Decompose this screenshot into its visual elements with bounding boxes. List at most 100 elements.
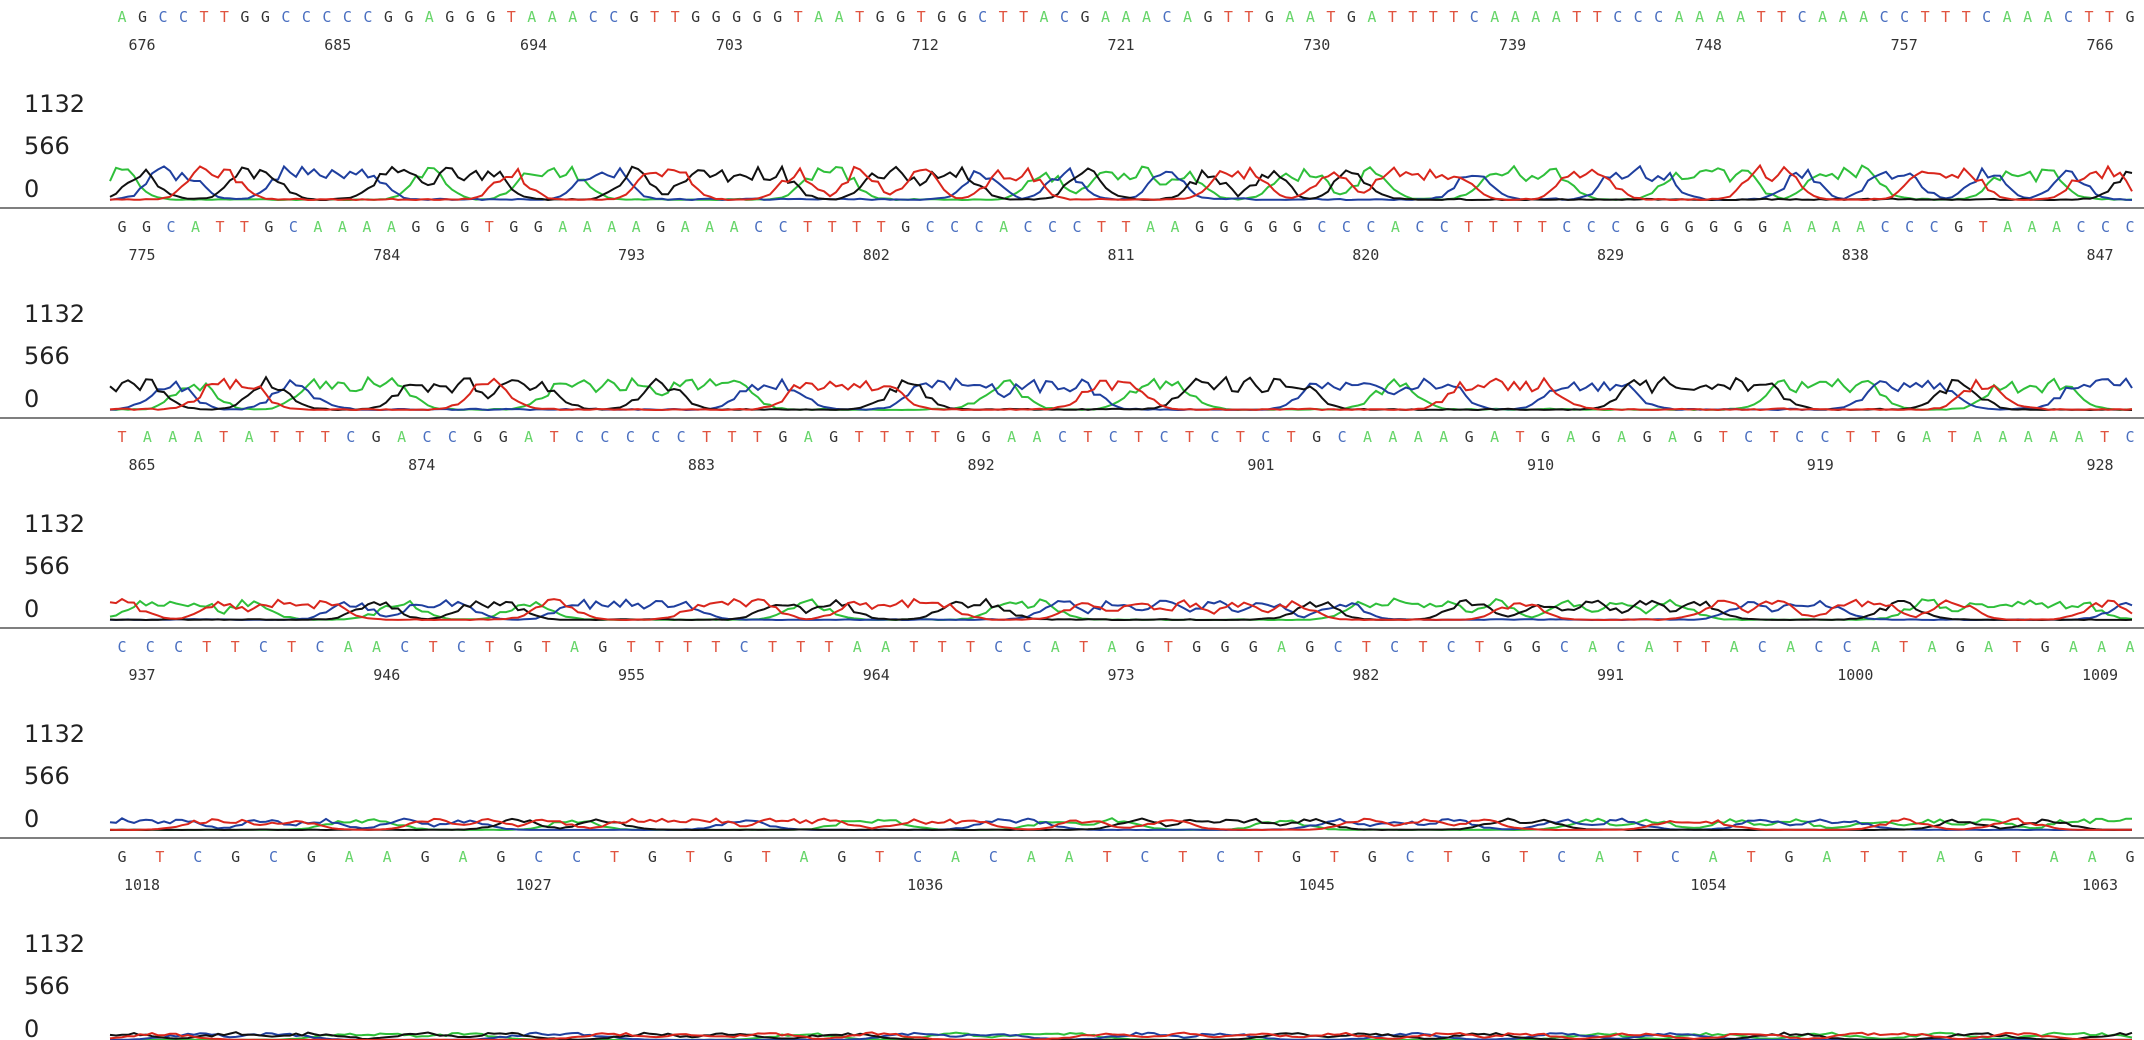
base-call: C <box>1162 8 1171 26</box>
base-call: T <box>1326 8 1335 26</box>
base-call: C <box>677 428 686 446</box>
base-call: C <box>281 8 290 26</box>
base-call: C <box>448 428 457 446</box>
base-call: T <box>507 8 516 26</box>
base-call: A <box>191 218 200 236</box>
base-call: C <box>1634 8 1643 26</box>
base-call: G <box>753 8 762 26</box>
base-call: C <box>926 218 935 236</box>
base-call: T <box>1254 848 1263 866</box>
base-call: T <box>2012 848 2021 866</box>
base-call: C <box>400 638 409 656</box>
base-call: C <box>174 638 183 656</box>
base-call: C <box>1814 638 1823 656</box>
base-call: C <box>1060 8 1069 26</box>
base-call: A <box>1277 638 1286 656</box>
base-call: T <box>202 638 211 656</box>
position-label: 730 <box>1303 36 1330 54</box>
base-call: T <box>270 428 279 446</box>
trace-T <box>109 163 2133 202</box>
base-call: G <box>261 8 270 26</box>
base-call: C <box>322 8 331 26</box>
base-call: T <box>485 218 494 236</box>
base-call: T <box>2105 8 2114 26</box>
base-call: C <box>754 218 763 236</box>
base-call: T <box>1513 218 1522 236</box>
base-call: A <box>1832 218 1841 236</box>
base-call: A <box>548 8 557 26</box>
base-call: T <box>1449 8 1458 26</box>
base-call: C <box>1210 428 1219 446</box>
base-call: G <box>876 8 885 26</box>
base-call: A <box>1007 428 1016 446</box>
base-call: G <box>1954 218 1963 236</box>
base-call: T <box>875 848 884 866</box>
base-call: T <box>855 428 864 446</box>
base-call: A <box>999 218 1008 236</box>
base-call: A <box>1675 8 1684 26</box>
base-call: G <box>138 8 147 26</box>
base-call: A <box>2050 848 2059 866</box>
base-call: C <box>572 848 581 866</box>
base-call: A <box>804 428 813 446</box>
base-call: T <box>655 638 664 656</box>
base-call: A <box>2069 638 2078 656</box>
base-call: G <box>1956 638 1965 656</box>
position-label: 784 <box>373 246 400 264</box>
base-call: T <box>117 428 126 446</box>
base-call: G <box>1541 428 1550 446</box>
position-label: 973 <box>1107 666 1134 684</box>
base-call: T <box>803 218 812 236</box>
base-call: C <box>259 638 268 656</box>
base-call: C <box>994 638 1003 656</box>
base-call: A <box>1367 8 1376 26</box>
base-call: G <box>896 8 905 26</box>
position-label: 703 <box>716 36 743 54</box>
base-call: T <box>727 428 736 446</box>
base-call: A <box>1922 428 1931 446</box>
base-call: A <box>1146 218 1155 236</box>
base-call: T <box>855 8 864 26</box>
base-call: G <box>1293 218 1302 236</box>
base-call: T <box>627 638 636 656</box>
base-call: G <box>937 8 946 26</box>
base-call: G <box>1136 638 1145 656</box>
base-call: C <box>1058 428 1067 446</box>
base-call: C <box>626 428 635 446</box>
position-label: 910 <box>1527 456 1554 474</box>
base-call: G <box>1219 218 1228 236</box>
base-call: T <box>966 638 975 656</box>
base-call: A <box>1973 428 1982 446</box>
trace-T <box>109 817 2132 832</box>
base-call: T <box>1860 848 1869 866</box>
base-call: G <box>404 8 413 26</box>
base-call: C <box>1758 638 1767 656</box>
base-call: T <box>1464 218 1473 236</box>
base-call: A <box>1170 218 1179 236</box>
base-call: C <box>2125 428 2134 446</box>
base-call: C <box>1390 638 1399 656</box>
base-call: A <box>344 638 353 656</box>
base-call: G <box>1897 428 1906 446</box>
base-call: C <box>975 218 984 236</box>
base-call: A <box>1552 8 1561 26</box>
base-call: A <box>2043 8 2052 26</box>
base-call: C <box>978 8 987 26</box>
base-call: A <box>1998 428 2007 446</box>
base-call: T <box>1777 8 1786 26</box>
position-label: 1027 <box>516 876 552 894</box>
base-call: C <box>1587 218 1596 236</box>
base-call: C <box>1843 638 1852 656</box>
base-call: C <box>117 638 126 656</box>
base-call: G <box>486 8 495 26</box>
base-call: G <box>2125 8 2134 26</box>
base-call: A <box>1101 8 1110 26</box>
base-call: C <box>1982 8 1991 26</box>
base-call: G <box>372 428 381 446</box>
base-call: C <box>1798 8 1807 26</box>
base-call: G <box>630 8 639 26</box>
base-call: G <box>982 428 991 446</box>
base-call: A <box>1927 638 1936 656</box>
base-call: C <box>740 638 749 656</box>
